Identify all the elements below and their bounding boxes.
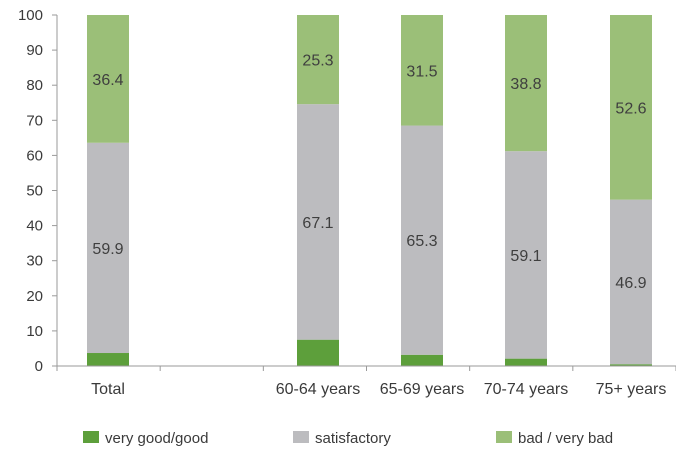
bar-segment xyxy=(87,353,129,366)
axis-layer: 0 10 20 30 40 50 60 70 80 90 100 Total 60-64 years 65… xyxy=(18,7,676,398)
y-tick-label: 70 xyxy=(26,112,43,129)
y-tick-label: 10 xyxy=(26,323,43,340)
legend: very good/good satisfactory bad / very bad xyxy=(83,430,613,447)
data-label: 67.1 xyxy=(302,215,333,232)
y-tick-label: 80 xyxy=(26,77,43,94)
legend-label: bad / very bad xyxy=(518,430,613,447)
bar-segment xyxy=(297,339,339,366)
y-tick-label: 20 xyxy=(26,288,43,305)
legend-swatch xyxy=(83,431,99,443)
bar-segment xyxy=(610,364,652,366)
bar-segment xyxy=(297,104,339,340)
x-category-label: 70-74 years xyxy=(484,381,569,398)
bar-segment xyxy=(505,15,547,152)
y-tick-label: 40 xyxy=(26,218,43,235)
data-label: 46.9 xyxy=(615,275,646,292)
data-label: 36.4 xyxy=(92,72,123,89)
bar-segment xyxy=(401,354,443,366)
x-category-label: Total xyxy=(91,381,125,398)
data-label: 31.5 xyxy=(406,63,437,80)
legend-label: very good/good xyxy=(105,430,208,447)
legend-label: satisfactory xyxy=(315,430,391,447)
bar-segment xyxy=(297,15,339,105)
y-tick-label: 90 xyxy=(26,42,43,59)
x-category-label: 65-69 years xyxy=(380,381,465,398)
data-label: 65.3 xyxy=(406,233,437,250)
data-label: 25.3 xyxy=(302,53,333,70)
bars-layer xyxy=(87,15,652,366)
x-category-label: 60-64 years xyxy=(276,381,361,398)
data-label: 38.8 xyxy=(510,76,541,93)
legend-swatch xyxy=(293,431,309,443)
bar-segment xyxy=(610,199,652,365)
y-tick-label: 30 xyxy=(26,253,43,270)
bar-segment xyxy=(505,151,547,359)
x-category-label: 75+ years xyxy=(596,381,667,398)
legend-swatch xyxy=(496,431,512,443)
bar-segment xyxy=(87,15,129,143)
bar-segment xyxy=(87,142,129,354)
data-label: 59.1 xyxy=(510,248,541,265)
bar-segment xyxy=(401,15,443,126)
bar-segment xyxy=(401,125,443,355)
y-tick-label: 0 xyxy=(35,358,43,375)
y-tick-label: 60 xyxy=(26,147,43,164)
bar-segment xyxy=(505,358,547,366)
data-label: 59.9 xyxy=(92,241,123,258)
data-label: 52.6 xyxy=(615,100,646,117)
data-labels-layer: 59.9 36.4 67.1 25.3 65.3 31.5 59.1 38.8 46.9 52.6 xyxy=(92,53,646,292)
y-tick-label: 50 xyxy=(26,183,43,200)
y-tick-label: 100 xyxy=(18,7,43,24)
bar-segment xyxy=(610,15,652,200)
